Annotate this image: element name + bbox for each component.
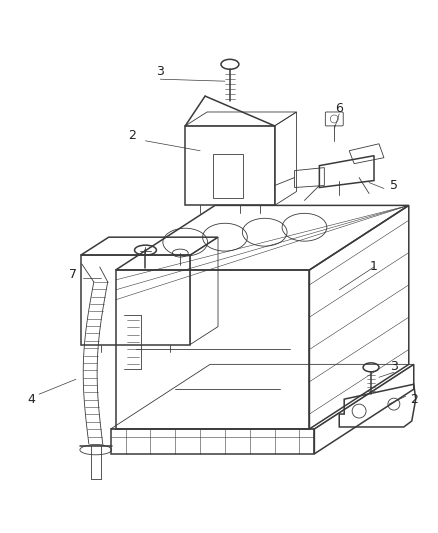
Text: 7: 7 <box>69 269 77 281</box>
Text: 3: 3 <box>390 360 398 373</box>
Text: 2: 2 <box>410 393 418 406</box>
Text: 5: 5 <box>390 179 398 192</box>
Text: 6: 6 <box>336 101 343 115</box>
Text: 3: 3 <box>156 64 164 78</box>
Text: 4: 4 <box>27 393 35 406</box>
Text: 2: 2 <box>129 130 137 142</box>
Text: 1: 1 <box>370 261 378 273</box>
